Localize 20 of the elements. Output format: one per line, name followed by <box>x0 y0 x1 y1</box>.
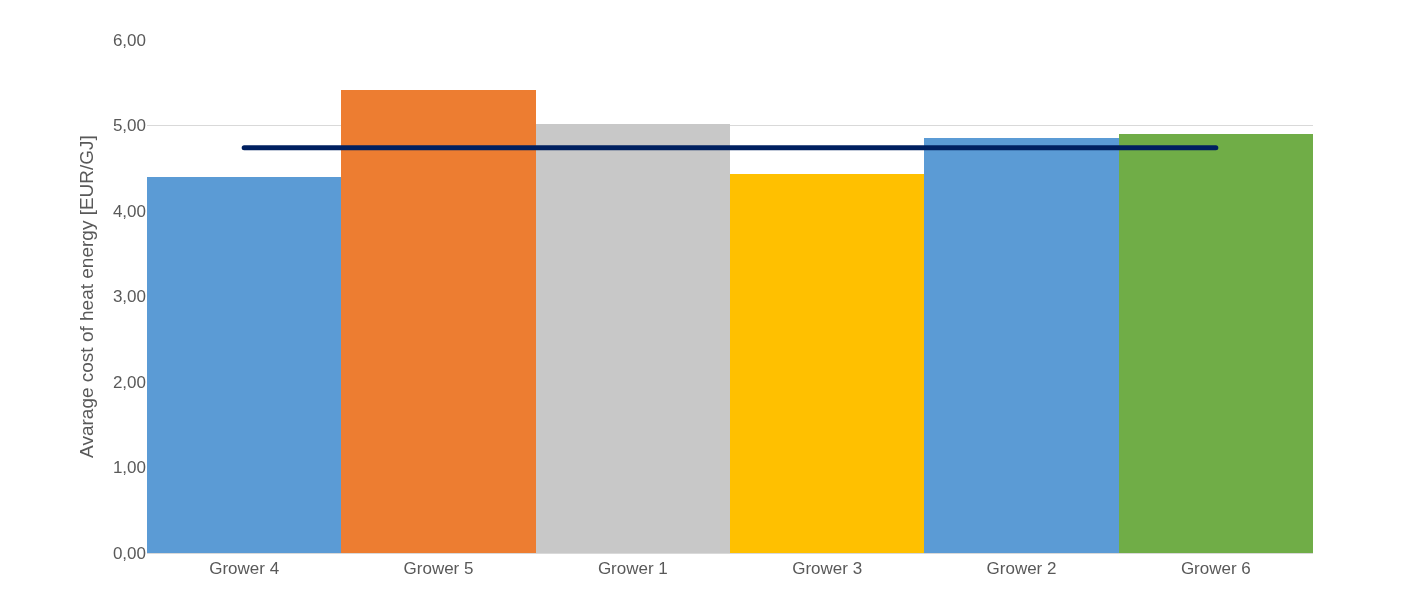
bar <box>1118 134 1313 553</box>
x-tick-label: Grower 4 <box>209 559 280 579</box>
bar <box>924 138 1119 553</box>
y-axis-title: Avarage cost of heat energy [EUR/GJ] <box>75 135 97 458</box>
y-tick-label: 0,00 <box>112 543 146 563</box>
x-tick-label: Grower 6 <box>1180 559 1251 579</box>
bar <box>147 176 342 553</box>
bar <box>341 90 536 553</box>
x-tick-label: Grower 5 <box>403 559 474 579</box>
y-tick-label: 6,00 <box>112 30 146 50</box>
y-tick-label: 3,00 <box>112 287 146 307</box>
y-tick-label: 2,00 <box>112 372 146 392</box>
y-tick-label: 4,00 <box>112 201 146 221</box>
x-tick-label: Grower 2 <box>986 559 1057 579</box>
bar <box>535 123 730 553</box>
y-tick-label: 1,00 <box>112 458 146 478</box>
x-tick-label: Grower 1 <box>597 559 668 579</box>
y-tick-label: 5,00 <box>112 116 146 136</box>
x-tick-label: Grower 3 <box>792 559 863 579</box>
bar <box>730 174 925 553</box>
